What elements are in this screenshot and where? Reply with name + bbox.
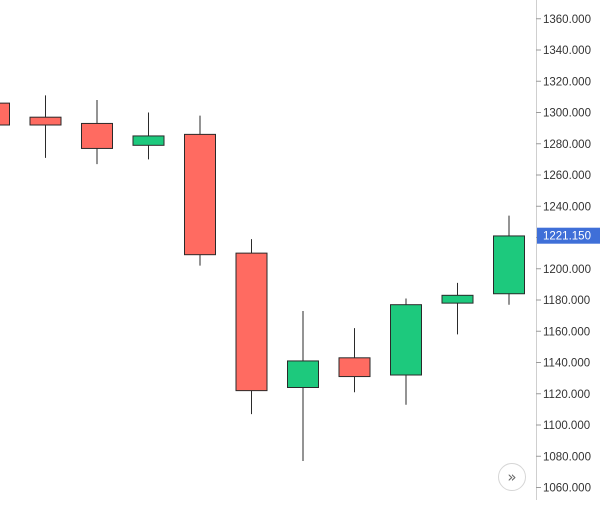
candle-body-up: [441, 294, 474, 304]
price-axis[interactable]: 1360.000 1340.000 1320.000 1300.000 1280.000…: [536, 0, 600, 500]
candle-body-down: [184, 133, 216, 256]
candle: [338, 328, 371, 393]
y-tick-label: 1260.000: [543, 170, 591, 182]
y-tick-label: 1340.000: [543, 45, 591, 57]
last-price-label: 1221.150: [543, 231, 591, 243]
candle: [235, 239, 268, 415]
candle: [287, 310, 319, 461]
y-tick-label: 1060.000: [543, 483, 591, 495]
candle: [0, 102, 10, 126]
y-tick-label: 1320.000: [543, 76, 591, 88]
candle: [390, 298, 422, 405]
double-chevron-right-icon: »: [507, 468, 517, 486]
candles-layer: [0, 95, 525, 461]
price-axis-background: [536, 0, 600, 500]
candle-body-up: [390, 304, 422, 376]
y-tick-label: 1120.000: [543, 389, 590, 401]
y-tick-label: 1200.000: [543, 264, 591, 276]
candle-body-up: [493, 235, 525, 295]
candle-body-up: [132, 135, 165, 146]
y-tick-label: 1140.000: [543, 358, 590, 370]
candle: [29, 95, 62, 158]
candle-body-down: [0, 102, 10, 126]
scroll-to-realtime-button[interactable]: »: [498, 463, 526, 491]
y-tick-label: 1100.000: [543, 420, 590, 432]
candle-body-down: [81, 122, 113, 149]
last-price-marker: [537, 227, 600, 244]
y-tick-label: 1080.000: [543, 451, 591, 463]
candle-body-down: [29, 116, 62, 126]
candle: [132, 112, 165, 160]
y-tick-label: 1180.000: [543, 295, 590, 307]
y-tick-label: 1240.000: [543, 201, 591, 213]
candle: [184, 115, 216, 266]
y-tick-label: 1360.000: [543, 14, 591, 26]
candle: [81, 100, 113, 165]
candle: [493, 215, 525, 305]
y-tick-label: 1160.000: [543, 326, 590, 338]
candle-body-down: [235, 252, 268, 392]
y-tick-label: 1300.000: [543, 108, 591, 120]
candle: [441, 282, 474, 335]
candle-body-up: [287, 360, 319, 388]
y-tick-label: 1280.000: [543, 139, 591, 151]
candle-body-down: [338, 357, 371, 378]
